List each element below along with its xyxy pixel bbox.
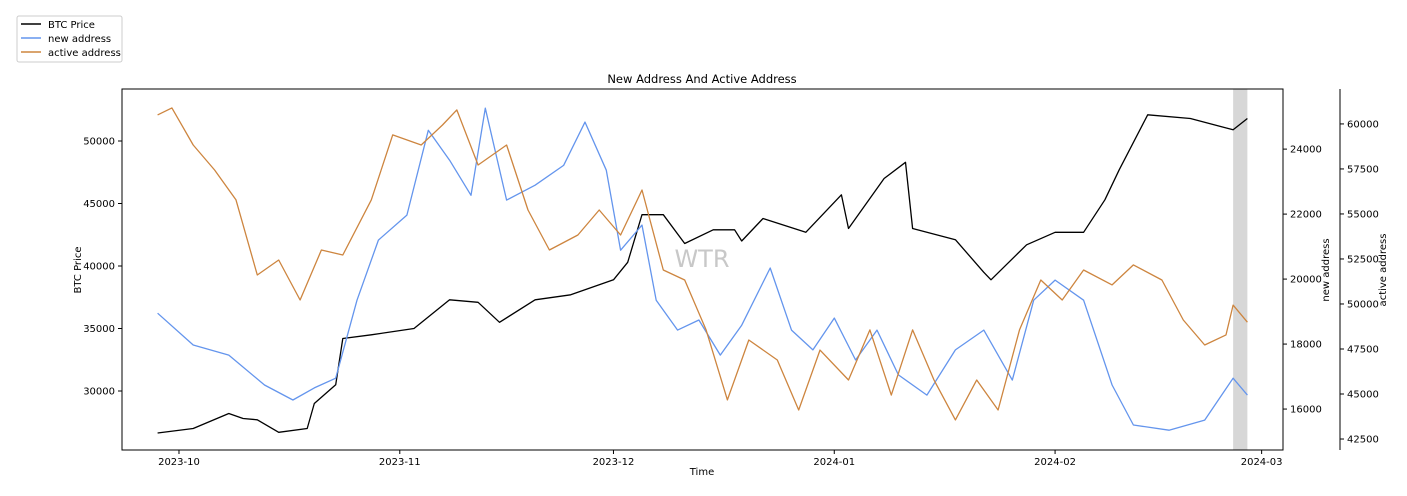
left-tick-label: 35000 xyxy=(83,324,115,335)
left-tick-label: 40000 xyxy=(83,262,115,273)
x-tick-label: 2023-10 xyxy=(158,457,200,468)
series-line-btc-price xyxy=(157,114,1248,434)
right1-axis-label: new address xyxy=(1321,238,1332,301)
right1-tick-label: 24000 xyxy=(1290,145,1322,156)
right2-tick-label: 52500 xyxy=(1347,254,1379,265)
x-tick-label: 2023-11 xyxy=(379,457,421,468)
right1-tick-label: 18000 xyxy=(1290,340,1322,351)
x-tick-label: 2023-12 xyxy=(593,457,635,468)
right1-tick-label: 16000 xyxy=(1290,405,1322,416)
series-line-active-address xyxy=(157,107,1248,421)
series-line-new-address xyxy=(157,107,1248,431)
legend-label-btc-price: BTC Price xyxy=(48,20,95,31)
right2-tick-label: 47500 xyxy=(1347,344,1379,355)
left-axis-label: BTC Price xyxy=(73,247,84,294)
left-tick-label: 30000 xyxy=(83,387,115,398)
x-tick-label: 2024-02 xyxy=(1034,457,1076,468)
legend: BTC Price new address active address xyxy=(16,15,123,63)
chart-title: New Address And Active Address xyxy=(607,72,796,86)
x-axis-label: Time xyxy=(689,467,714,478)
left-tick-label: 50000 xyxy=(83,137,115,148)
right1-tick-label: 20000 xyxy=(1290,275,1322,286)
shaded-region xyxy=(1233,89,1248,450)
watermark: WTR xyxy=(674,245,729,273)
x-tick-label: 2024-03 xyxy=(1241,457,1283,468)
plot-frame xyxy=(121,88,1284,451)
legend-label-new-address: new address xyxy=(48,34,111,45)
x-tick-label: 2024-01 xyxy=(813,457,855,468)
right1-tick-label: 22000 xyxy=(1290,210,1322,221)
right2-tick-label: 60000 xyxy=(1347,119,1379,130)
left-tick-label: 45000 xyxy=(83,199,115,210)
right2-tick-label: 42500 xyxy=(1347,435,1379,446)
right2-tick-label: 50000 xyxy=(1347,299,1379,310)
right2-tick-label: 45000 xyxy=(1347,390,1379,401)
right2-axis-label: active address xyxy=(1378,234,1389,307)
legend-label-active-address: active address xyxy=(48,48,121,59)
right2-tick-label: 57500 xyxy=(1347,164,1379,175)
right2-tick-label: 55000 xyxy=(1347,209,1379,220)
